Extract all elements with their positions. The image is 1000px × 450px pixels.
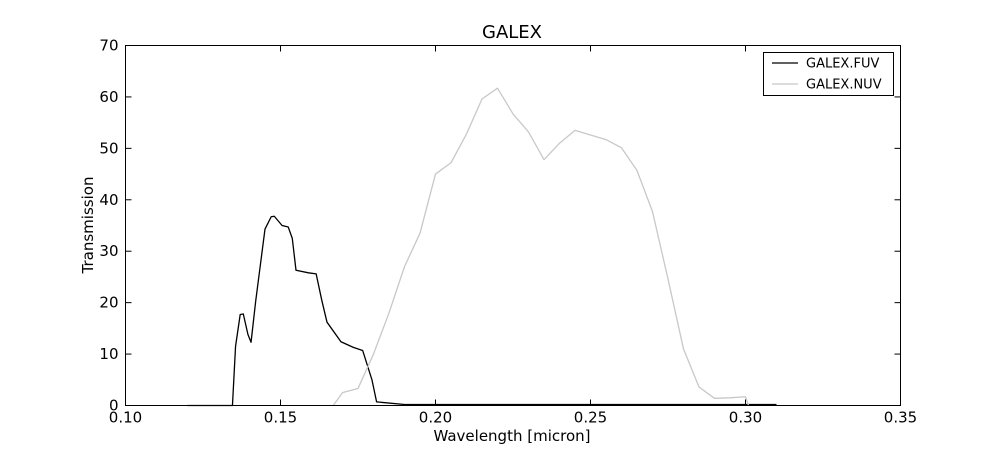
y-tick-label: 60 xyxy=(99,88,118,106)
series-line-galex-fuv xyxy=(187,215,777,407)
x-tick-label: 0.10 xyxy=(109,409,142,427)
chart-title: GALEX xyxy=(482,22,542,43)
x-tick-label: 0.30 xyxy=(729,409,762,427)
legend-label-fuv: GALEX.FUV xyxy=(806,57,879,72)
y-tick-label: 70 xyxy=(99,37,118,55)
legend-label-nuv: GALEX.NUV xyxy=(806,78,882,93)
plot-frame xyxy=(125,45,901,406)
legend: GALEX.FUV GALEX.NUV xyxy=(763,52,894,96)
y-tick-label: 30 xyxy=(99,242,118,260)
x-tick-label: 0.25 xyxy=(574,409,607,427)
x-tick-label: 0.20 xyxy=(419,409,452,427)
x-axis-label: Wavelength [micron] xyxy=(433,427,590,445)
series-layer xyxy=(187,87,777,407)
y-tick-label: 20 xyxy=(99,294,118,312)
y-axis-ticks: 0 10 20 30 40 50 60 70 xyxy=(99,37,901,415)
y-tick-label: 50 xyxy=(99,139,118,157)
x-tick-label: 0.15 xyxy=(264,409,297,427)
y-tick-label: 40 xyxy=(99,191,118,209)
y-axis-label: Transmission xyxy=(79,177,97,275)
y-tick-label: 0 xyxy=(109,397,119,415)
y-tick-label: 10 xyxy=(99,345,118,363)
x-axis-ticks: 0.10 0.15 0.20 0.25 0.30 0.35 xyxy=(109,45,917,427)
series-line-galex-nuv xyxy=(332,87,750,406)
legend-box xyxy=(763,52,894,96)
x-tick-label: 0.35 xyxy=(884,409,917,427)
